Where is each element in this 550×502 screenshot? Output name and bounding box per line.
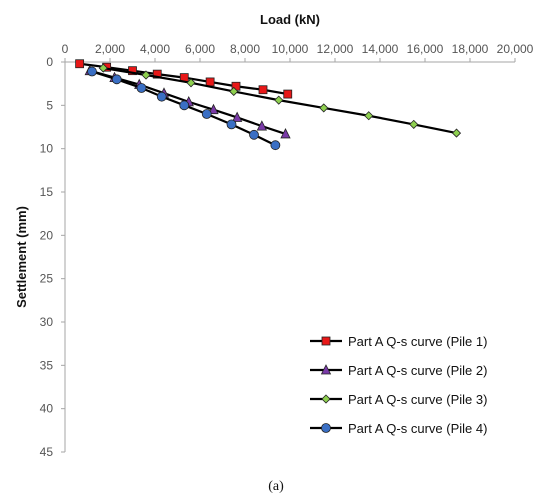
data-point [270,140,281,151]
x-tick-labels: 0 2,000 4,000 6,000 8,000 10,000 12,000 14,000 1… [62,42,534,62]
y-tick-label: 30 [40,315,54,329]
data-point [128,66,137,76]
x-tick-label: 14,000 [362,42,399,56]
data-point [319,103,329,113]
y-tick-labels: 0 5 10 15 20 25 30 35 40 45 [40,55,65,459]
data-point [256,120,268,131]
data-point [451,128,462,138]
data-point [87,66,97,77]
x-tick-label: 8,000 [230,42,260,56]
series-3 [98,63,462,138]
legend-item: Part A Q-s curve (Pile 3) [310,392,487,407]
x-tick-label: 10,000 [272,42,309,56]
x-tick-label: 18,000 [452,42,489,56]
legend-marker [321,423,331,433]
legend-label: Part A Q-s curve (Pile 1) [348,334,487,349]
legend-label: Part A Q-s curve (Pile 2) [348,363,487,378]
x-axis-title: Load (kN) [260,12,320,27]
series-layer [75,59,462,151]
x-tick-label: 12,000 [317,42,354,56]
data-point [201,109,212,119]
y-axis-title: Settlement (mm) [14,206,29,308]
y-tick-label: 25 [40,272,54,286]
x-tick-label: 2,000 [95,42,125,56]
legend: Part A Q-s curve (Pile 1) Part A Q-s curv… [310,334,487,436]
data-point [186,78,196,88]
data-point [231,111,243,122]
data-point [283,89,293,99]
data-point [136,83,147,93]
data-point [75,59,85,69]
data-point [205,77,215,87]
x-tick-label: 0 [62,42,69,56]
y-tick-label: 15 [40,185,54,199]
x-tick-label: 4,000 [140,42,170,56]
legend-marker [321,394,331,404]
legend-label: Part A Q-s curve (Pile 3) [348,392,487,407]
figure-caption: (a) [268,479,284,494]
legend-item: Part A Q-s curve (Pile 1) [310,334,487,349]
y-tick-label: 35 [40,358,54,372]
x-tick-label: 6,000 [185,42,215,56]
y-tick-label: 0 [46,55,53,69]
y-tick-label: 40 [40,402,54,416]
data-point [208,103,219,115]
data-point [229,86,239,97]
y-tick-label: 20 [40,228,54,242]
data-point [258,85,268,95]
data-point [141,70,151,80]
y-tick-label: 45 [40,445,54,459]
data-point [152,69,162,79]
legend-item: Part A Q-s curve (Pile 4) [310,421,487,436]
data-point [364,111,374,121]
data-point [409,119,419,129]
data-point [179,100,190,111]
data-point [98,63,108,73]
legend-label: Part A Q-s curve (Pile 4) [348,421,487,436]
y-tick-label: 5 [46,98,53,112]
data-point [226,119,237,130]
legend-marker [320,364,332,375]
legend-item: Part A Q-s curve (Pile 2) [310,363,487,378]
data-point [111,74,122,85]
data-point [280,128,291,139]
series-4 [87,66,281,151]
data-point [274,95,284,105]
y-tick-label: 10 [40,142,54,156]
x-tick-label: 20,000 [497,42,534,56]
legend-marker [321,336,331,346]
x-tick-label: 16,000 [407,42,444,56]
data-point [156,91,167,102]
data-point [249,129,259,140]
